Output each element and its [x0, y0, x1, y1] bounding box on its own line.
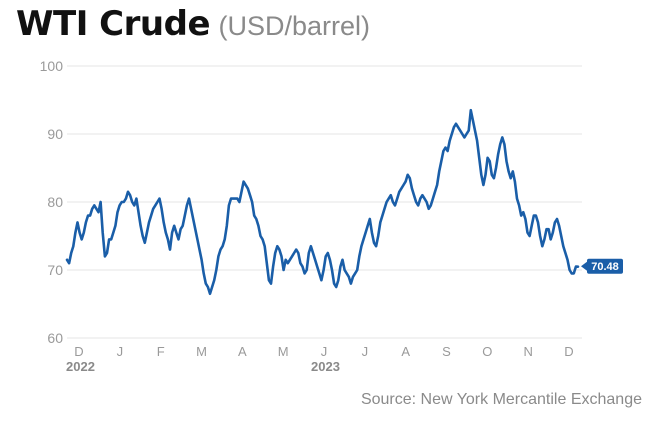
x-tick-label: J [117, 344, 124, 359]
x-tick-label: M [278, 344, 289, 359]
y-tick-label: 70 [47, 262, 63, 278]
x-tick-label: M [196, 344, 207, 359]
x-tick-label: N [523, 344, 532, 359]
y-tick-label: 90 [47, 126, 63, 142]
source-note: Source: New York Mercantile Exchange [360, 391, 642, 408]
chart-title-row: WTI Crude (USD/barrel) [16, 4, 370, 44]
year-label: 2023 [311, 359, 340, 374]
y-tick-label: 100 [40, 58, 64, 74]
year-label: 2022 [66, 359, 95, 374]
x-tick-label: A [401, 344, 410, 359]
last-value-badge [587, 258, 623, 274]
x-tick-label: D [564, 344, 573, 359]
x-tick-label: F [157, 344, 165, 359]
series-layer [65, 108, 580, 296]
y-tick-label: 60 [47, 330, 63, 346]
y-axis-ticks: 60 70 80 90 100 [40, 58, 64, 346]
x-tick-label: J [362, 344, 369, 359]
x-tick-label: J [321, 344, 328, 359]
chart-title: WTI Crude [16, 4, 211, 44]
y-tick-label: 80 [47, 194, 63, 210]
last-value-pointer [581, 261, 587, 271]
x-tick-label: O [482, 344, 492, 359]
chart-unit: (USD/barrel) [218, 11, 370, 41]
x-tick-label: D [74, 344, 83, 359]
last-value-label: 70.48 [591, 261, 619, 273]
x-tick-label: A [238, 344, 247, 359]
x-tick-label: S [442, 344, 451, 359]
gridlines [67, 65, 582, 339]
series-line [65, 108, 580, 296]
last-value-label-group: 70.48 [581, 258, 623, 274]
